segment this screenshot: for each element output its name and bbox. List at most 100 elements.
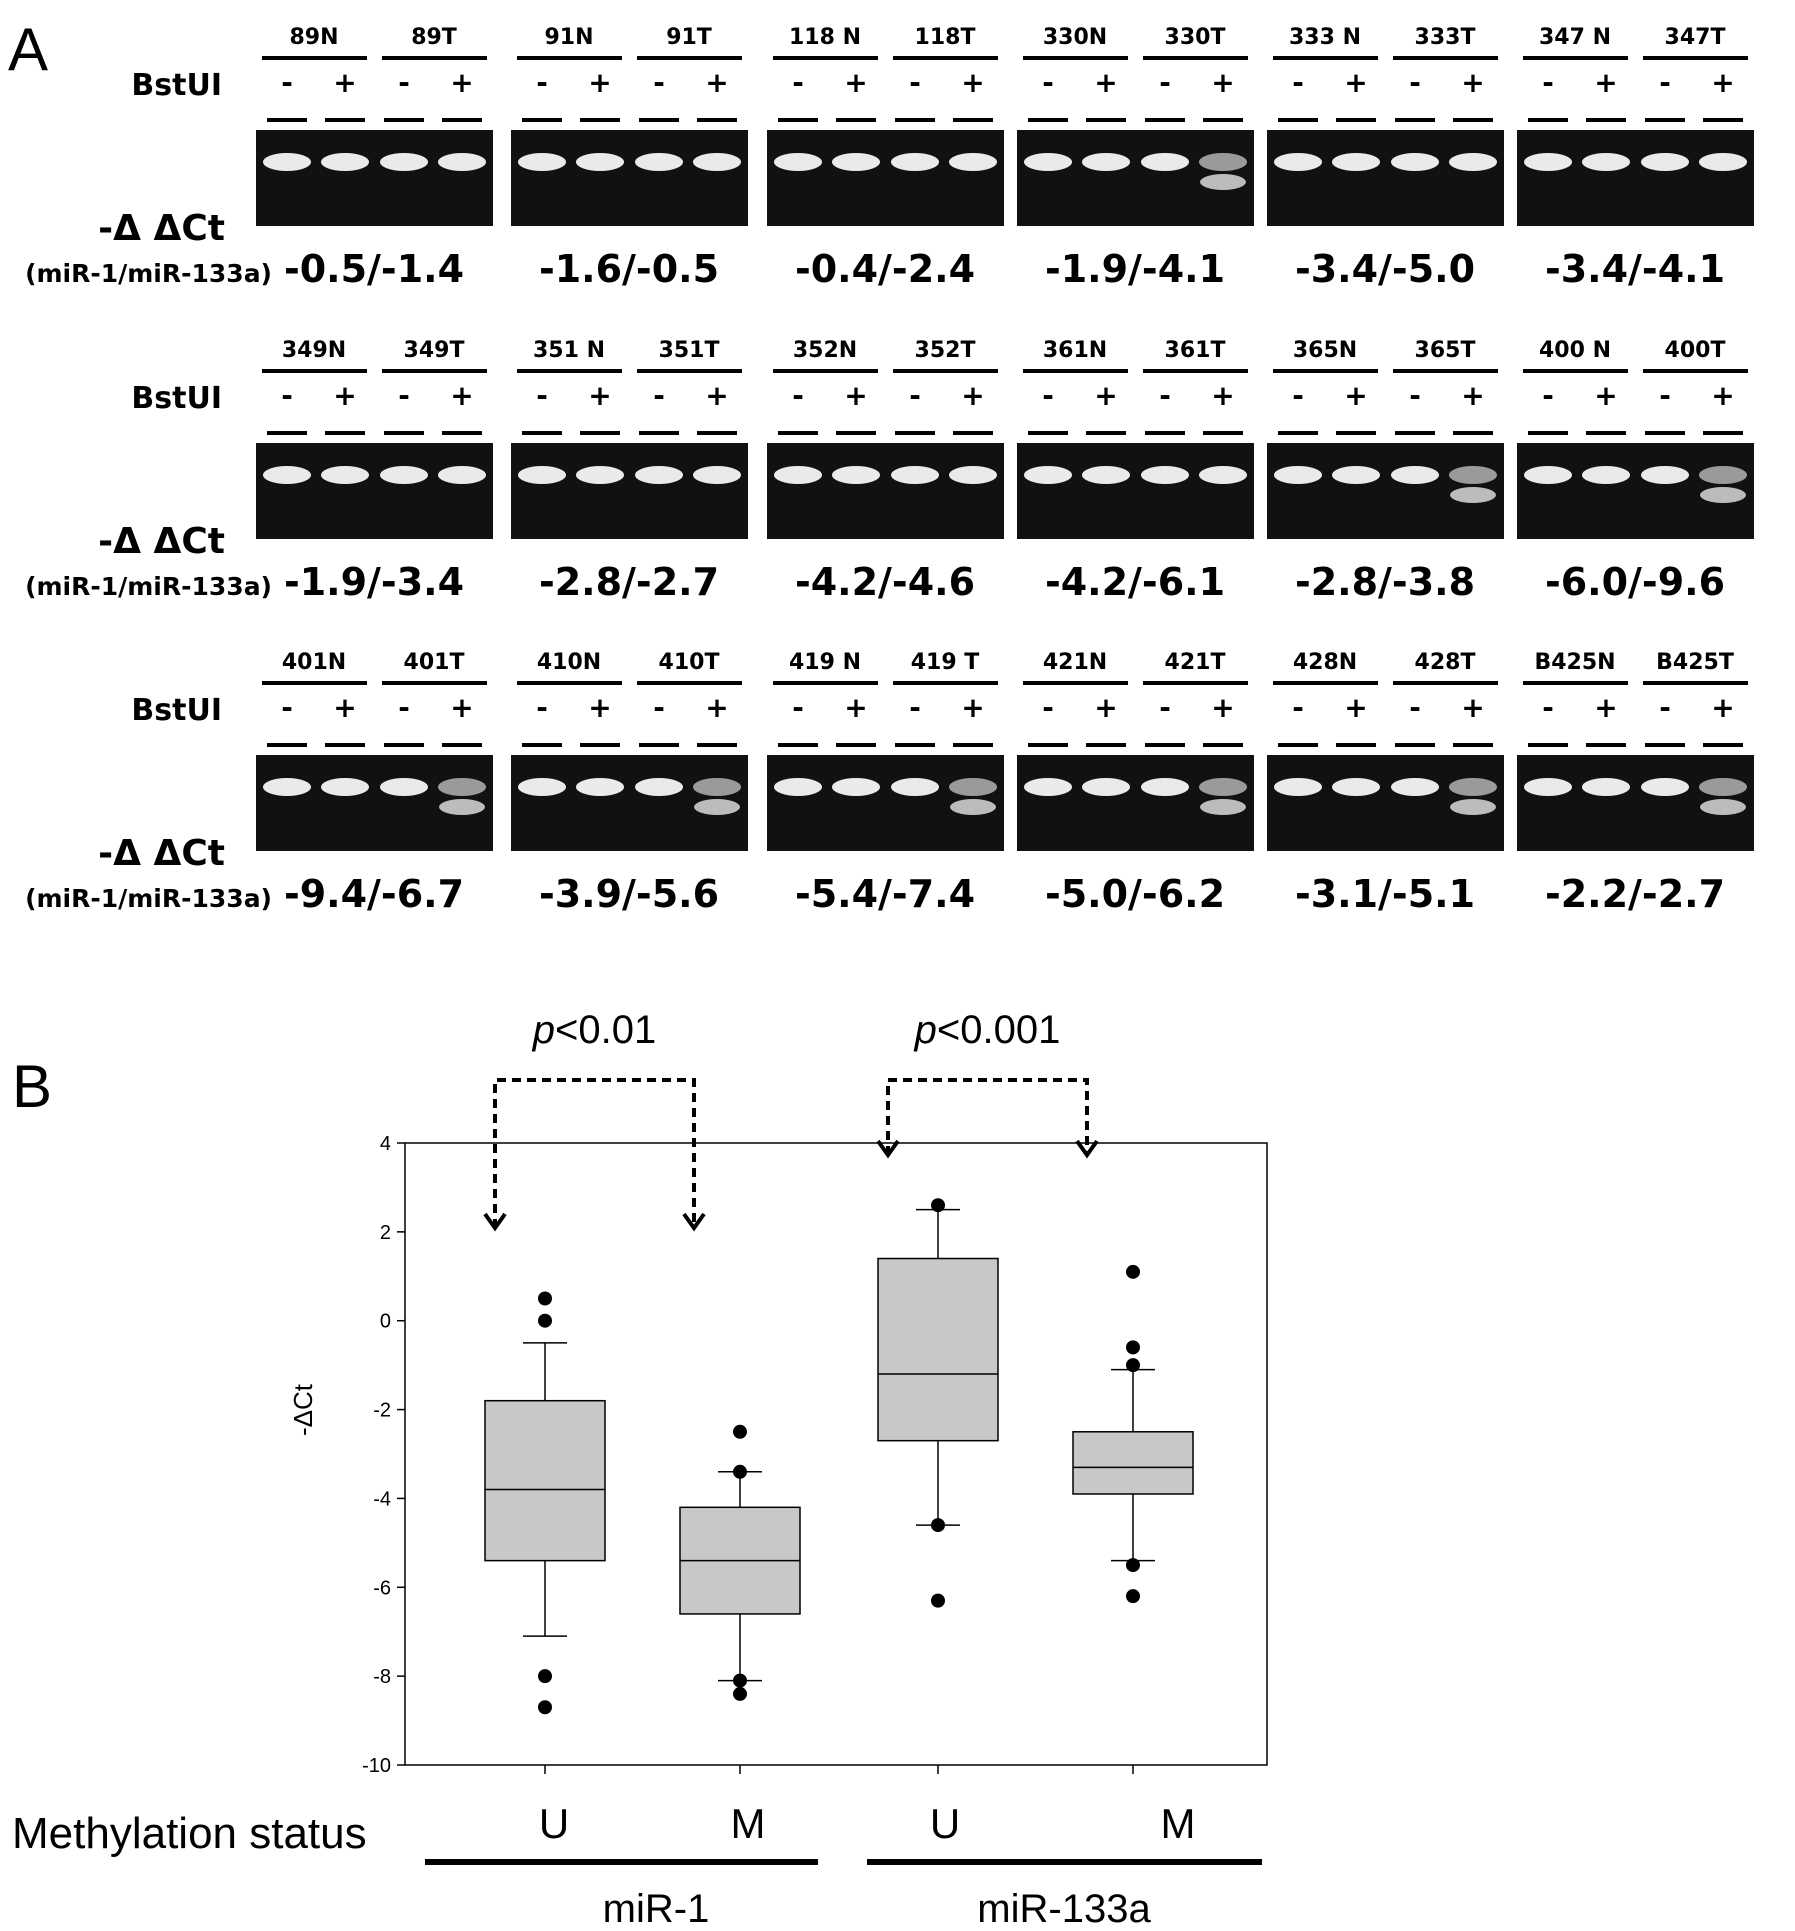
- plus-lane-label: +: [1344, 379, 1367, 412]
- plus-lane-label: +: [1711, 691, 1734, 724]
- gel-band: [1141, 778, 1189, 796]
- gel-band: [1199, 153, 1247, 171]
- minus-lane-label: -: [1159, 66, 1171, 99]
- gel-block: 428N 428T - + - + -3.1/-5.1: [1267, 650, 1504, 916]
- gel-band-digested: [950, 799, 996, 815]
- y-axis: 4 2 0 -2 -4 -6 -8 -10: [362, 1133, 405, 1777]
- outlier-point: [733, 1464, 747, 1479]
- plus-lane-label: +: [1344, 691, 1367, 724]
- gel-band-digested: [1450, 799, 1496, 815]
- plus-lane-label: +: [333, 691, 356, 724]
- gel-band: [832, 466, 880, 484]
- gel-block: 421N 421T - + - + -5.0/-6.2: [1017, 650, 1254, 916]
- y-tick-label: -4: [373, 1488, 391, 1510]
- tumor-sample-label: 361T: [1165, 338, 1226, 363]
- status-label-U: U: [539, 1800, 569, 1847]
- gel-band: [1141, 153, 1189, 171]
- gel-band: [949, 153, 997, 171]
- tumor-sample-label: 352T: [915, 338, 976, 363]
- gel-band: [1141, 466, 1189, 484]
- bracket-arrowhead: [876, 1139, 900, 1159]
- ddct-value: -6.0/-9.6: [1545, 560, 1725, 604]
- gel-band: [1699, 778, 1747, 796]
- plus-lane-label: +: [333, 66, 356, 99]
- significance-brackets: p<0.01 p<0.001: [483, 1008, 1099, 1232]
- normal-sample-label: 349N: [282, 338, 346, 363]
- tumor-sample-label: 428T: [1415, 650, 1476, 675]
- gel-band: [1082, 153, 1130, 171]
- gel-band: [774, 778, 822, 796]
- y-tick-label: 0: [380, 1311, 391, 1333]
- minus-lane-label: -: [1042, 691, 1054, 724]
- gel-band: [635, 153, 683, 171]
- bstui-label: BstUI: [131, 693, 222, 728]
- minus-lane-label: -: [909, 66, 921, 99]
- tumor-sample-label: 401T: [404, 650, 465, 675]
- minus-lane-label: -: [281, 691, 293, 724]
- gel-row-1: BstUI-Δ ΔCt(miR-1/miR-133a)89N 89T- + - +-0.…: [25, 25, 1754, 291]
- plus-lane-label: +: [1211, 691, 1234, 724]
- outlier-point: [1126, 1358, 1140, 1373]
- minus-lane-label: -: [653, 66, 665, 99]
- gel-band: [949, 778, 997, 796]
- bracket-arrowhead: [1075, 1139, 1099, 1159]
- minus-lane-label: -: [1042, 379, 1054, 412]
- gel-block: 419 N 419 T - + - + -5.4/-7.4: [767, 650, 1004, 916]
- plus-lane-label: +: [961, 379, 984, 412]
- bracket-arrowhead: [682, 1212, 706, 1232]
- gel-band: [774, 153, 822, 171]
- outlier-point: [1126, 1264, 1140, 1279]
- normal-sample-label: 400 N: [1539, 338, 1611, 363]
- outlier-point: [733, 1686, 747, 1701]
- minus-lane-label: -: [1042, 66, 1054, 99]
- gel-band: [576, 466, 624, 484]
- plus-lane-label: +: [961, 66, 984, 99]
- tumor-sample-label: B425T: [1656, 650, 1734, 675]
- box-miR-1-M: [679, 1424, 801, 1701]
- normal-sample-label: 428N: [1293, 650, 1357, 675]
- outlier-point: [733, 1673, 747, 1688]
- ddct-value: -1.9/-4.1: [1045, 247, 1225, 291]
- box-series: [484, 1198, 1194, 1715]
- minus-lane-label: -: [1659, 379, 1671, 412]
- gel-image: [511, 443, 748, 539]
- gel-band: [1524, 778, 1572, 796]
- tumor-sample-label: 365T: [1415, 338, 1476, 363]
- ddct-value: -0.5/-1.4: [284, 247, 464, 291]
- gel-band: [576, 778, 624, 796]
- group-label: miR-133a: [977, 1887, 1151, 1931]
- outlier-point: [538, 1313, 552, 1328]
- plus-lane-label: +: [1461, 379, 1484, 412]
- gel-image: [767, 130, 1004, 226]
- ddct-value: -1.9/-3.4: [284, 560, 464, 604]
- minus-lane-label: -: [1292, 691, 1304, 724]
- ddct-label: -Δ ΔCt: [98, 833, 225, 874]
- ddct-value: -9.4/-6.7: [284, 872, 464, 916]
- x-axis: [544, 1765, 1134, 1774]
- plus-lane-label: +: [705, 66, 728, 99]
- plus-lane-label: +: [1344, 66, 1367, 99]
- plus-lane-label: +: [1594, 691, 1617, 724]
- tumor-sample-label: 118T: [915, 25, 976, 50]
- gel-band: [380, 466, 428, 484]
- dashed-bracket: [886, 1078, 1089, 1155]
- plus-lane-label: +: [844, 379, 867, 412]
- normal-sample-label: 351 N: [533, 338, 605, 363]
- gel-block: 401N 401T - + - + -9.4/-6.7: [256, 650, 493, 916]
- minus-lane-label: -: [1292, 379, 1304, 412]
- p-symbol: p: [914, 1008, 937, 1052]
- minus-lane-label: -: [398, 691, 410, 724]
- plus-lane-label: +: [705, 379, 728, 412]
- gel-band: [1449, 778, 1497, 796]
- bracket-miR-133a: p<0.001: [876, 1008, 1099, 1159]
- y-tick-label: -10: [362, 1755, 391, 1777]
- gel-band: [1582, 153, 1630, 171]
- group-label: miR-1: [603, 1887, 710, 1931]
- gel-band: [1449, 153, 1497, 171]
- p-value-label: p<0.01: [532, 1008, 656, 1052]
- plus-lane-label: +: [1211, 66, 1234, 99]
- minus-lane-label: -: [1409, 66, 1421, 99]
- gel-band: [380, 153, 428, 171]
- bstui-label: BstUI: [131, 381, 222, 416]
